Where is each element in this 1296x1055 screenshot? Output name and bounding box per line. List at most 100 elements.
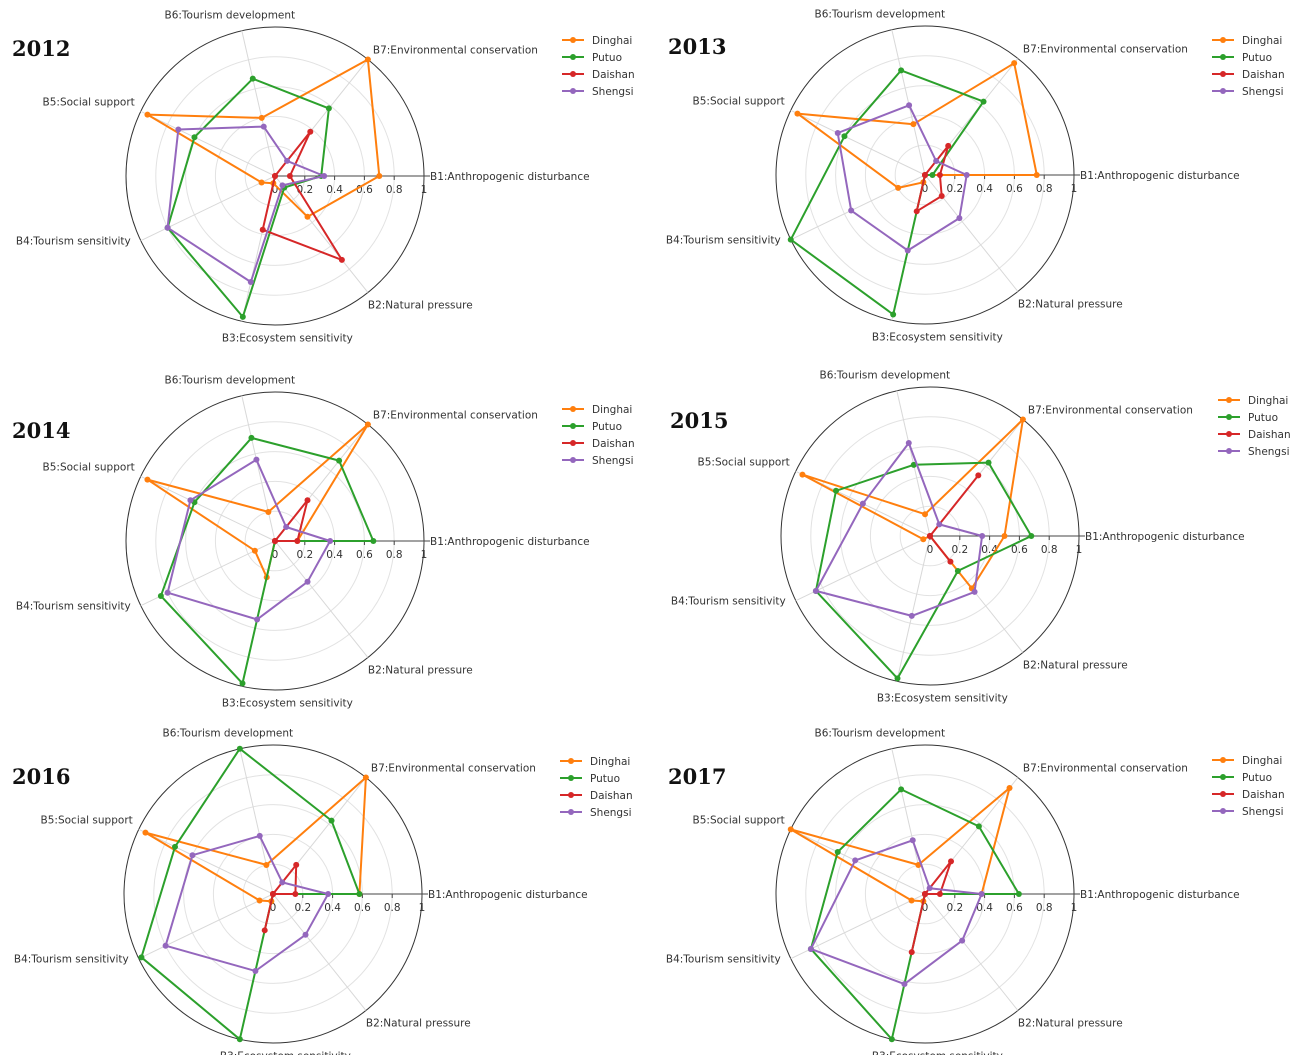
data-point-shengsi	[901, 981, 908, 988]
axis-spoke	[239, 748, 274, 895]
legend-item[interactable]: Dinghai	[592, 35, 632, 47]
data-point-putuo	[985, 459, 992, 466]
legend-item[interactable]: Dinghai	[1242, 35, 1282, 47]
legend-item[interactable]: Dinghai	[590, 756, 630, 768]
legend-marker	[1226, 397, 1232, 403]
rtick-label: 0.8	[386, 184, 403, 196]
data-point-shengsi	[325, 891, 332, 897]
axis-label: B2:Natural pressure	[1023, 659, 1128, 671]
data-point-shengsi	[852, 857, 859, 864]
rtick-label: 0.8	[1041, 544, 1058, 556]
legend-item[interactable]: Daishan	[592, 69, 635, 81]
legend-item[interactable]: Shengsi	[592, 455, 634, 467]
axis-label: B4:Tourism sensitivity	[16, 236, 131, 248]
axis-label: B4:Tourism sensitivity	[671, 596, 786, 608]
axis-label: B1:Anthropogenic disturbance	[428, 889, 588, 901]
legend-item[interactable]: Dinghai	[1242, 755, 1282, 767]
legend-marker	[1220, 774, 1226, 780]
legend-marker	[1220, 37, 1226, 43]
data-point-dinghai	[895, 184, 902, 191]
data-point-shengsi	[904, 247, 911, 254]
axis-label: B4:Tourism sensitivity	[16, 601, 131, 613]
data-point-putuo	[138, 954, 145, 961]
data-point-shengsi	[812, 587, 819, 594]
rtick-label: 1	[419, 902, 426, 914]
axis-label: B1:Anthropogenic disturbance	[430, 536, 590, 548]
data-point-dinghai	[144, 476, 151, 483]
legend-item[interactable]: Daishan	[1242, 69, 1285, 81]
axis-label: B5:Social support	[43, 461, 135, 473]
data-point-shengsi	[284, 157, 291, 164]
data-point-dinghai	[364, 421, 371, 428]
data-point-putuo	[954, 567, 961, 574]
legend-item[interactable]: Daishan	[1248, 429, 1291, 441]
series-line-daishan	[274, 499, 309, 542]
data-point-putuo	[336, 457, 343, 464]
legend[interactable]: Dinghai Putuo Daishan Shengsi	[1218, 395, 1291, 458]
data-point-dinghai	[1033, 172, 1040, 178]
data-point-shengsi	[807, 945, 814, 952]
legend-item[interactable]: Putuo	[1242, 772, 1272, 784]
data-point-putuo	[841, 133, 848, 140]
axis-label: B1:Anthropogenic disturbance	[1080, 889, 1240, 901]
rtick-label: 1	[1071, 902, 1078, 914]
data-point-shengsi	[933, 158, 940, 165]
legend-item[interactable]: Putuo	[590, 773, 620, 785]
legend[interactable]: Dinghai Putuo Daishan Shengsi	[1212, 755, 1285, 818]
legend-item[interactable]: Putuo	[592, 52, 622, 64]
data-point-dinghai	[265, 508, 272, 515]
data-point-daishan	[922, 891, 928, 897]
legend[interactable]: Dinghai Putuo Daishan Shengsi	[562, 404, 635, 467]
axis-spoke	[140, 475, 276, 542]
axis-label: B6:Tourism development	[820, 370, 951, 382]
legend[interactable]: Dinghai Putuo Daishan Shengsi	[1212, 35, 1285, 98]
legend-item[interactable]: Shengsi	[590, 807, 632, 819]
data-point-daishan	[259, 226, 266, 233]
data-point-shengsi	[327, 538, 334, 544]
legend-item[interactable]: Putuo	[592, 421, 622, 433]
rtick-label: 0	[272, 549, 279, 561]
series-line-shengsi	[836, 104, 968, 252]
axis-label: B3:Ecosystem sensitivity	[222, 332, 353, 344]
axis-label: B5:Social support	[693, 95, 785, 107]
data-point-shengsi	[859, 500, 866, 507]
axis-label: B6:Tourism development	[163, 728, 294, 740]
legend[interactable]: Dinghai Putuo Daishan Shengsi	[560, 756, 633, 819]
legend-item[interactable]: Daishan	[1242, 789, 1285, 801]
axis-label: B2:Natural pressure	[368, 664, 473, 676]
data-point-daishan	[294, 538, 301, 544]
legend-item[interactable]: Shengsi	[1242, 86, 1284, 98]
legend-item[interactable]: Daishan	[592, 438, 635, 450]
legend-item[interactable]: Shengsi	[1242, 806, 1284, 818]
legend-marker	[568, 758, 574, 764]
data-point-dinghai	[256, 897, 263, 904]
data-point-shengsi	[164, 589, 171, 596]
axis-label: B3:Ecosystem sensitivity	[222, 697, 353, 709]
legend-marker	[570, 88, 576, 94]
legend-marker	[1220, 88, 1226, 94]
axis-spoke	[924, 893, 1019, 1011]
axis-label: B3:Ecosystem sensitivity	[220, 1050, 351, 1055]
axis-spoke	[241, 395, 276, 542]
axis-label: B7:Environmental conservation	[1028, 405, 1193, 417]
legend-item[interactable]: Shengsi	[592, 86, 634, 98]
series-line-shengsi	[166, 125, 326, 283]
data-point-daishan	[913, 208, 920, 215]
data-point-shengsi	[253, 456, 260, 463]
legend-item[interactable]: Putuo	[1248, 412, 1278, 424]
legend-item[interactable]: Daishan	[590, 790, 633, 802]
legend[interactable]: Dinghai Putuo Daishan Shengsi	[562, 35, 635, 98]
data-point-daishan	[307, 128, 314, 135]
data-point-dinghai	[251, 547, 258, 554]
legend-item[interactable]: Putuo	[1242, 52, 1272, 64]
data-point-daishan	[938, 192, 945, 199]
legend-item[interactable]: Dinghai	[1248, 395, 1288, 407]
legend-item[interactable]: Dinghai	[592, 404, 632, 416]
data-point-shengsi	[978, 891, 985, 897]
rtick-label: 0.8	[1036, 902, 1053, 914]
data-point-shengsi	[164, 224, 171, 231]
data-point-daishan	[272, 173, 278, 179]
legend-item[interactable]: Shengsi	[1248, 446, 1290, 458]
